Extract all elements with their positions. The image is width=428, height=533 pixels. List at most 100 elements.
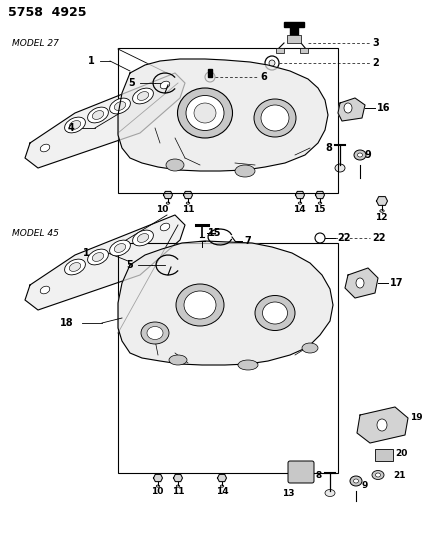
Bar: [284, 22, 304, 27]
Ellipse shape: [88, 249, 108, 265]
Bar: [375, 449, 393, 461]
Ellipse shape: [235, 165, 255, 177]
Text: 1: 1: [88, 56, 95, 66]
Text: 15: 15: [313, 205, 325, 214]
Ellipse shape: [178, 88, 232, 138]
Bar: [208, 69, 212, 77]
Ellipse shape: [254, 99, 296, 137]
Text: 11: 11: [172, 487, 184, 496]
Ellipse shape: [238, 360, 258, 370]
Ellipse shape: [110, 240, 131, 256]
Polygon shape: [154, 474, 163, 482]
Ellipse shape: [255, 295, 295, 330]
Ellipse shape: [40, 286, 50, 294]
Ellipse shape: [356, 278, 364, 288]
Text: 16: 16: [377, 103, 390, 113]
Text: 10: 10: [156, 205, 168, 214]
Ellipse shape: [357, 153, 363, 157]
Ellipse shape: [186, 202, 190, 204]
Text: 17: 17: [390, 278, 404, 288]
Ellipse shape: [262, 302, 288, 324]
Ellipse shape: [186, 95, 224, 131]
Ellipse shape: [156, 485, 160, 487]
Text: 8: 8: [316, 471, 322, 480]
Ellipse shape: [166, 159, 184, 171]
Text: 15: 15: [208, 228, 222, 238]
Text: 3: 3: [372, 38, 379, 48]
Ellipse shape: [141, 322, 169, 344]
Text: 7: 7: [244, 236, 251, 246]
Text: 5758  4925: 5758 4925: [8, 6, 86, 20]
Text: 10: 10: [151, 487, 163, 496]
Ellipse shape: [133, 88, 153, 104]
Text: 5: 5: [126, 260, 133, 270]
Ellipse shape: [92, 110, 104, 119]
Polygon shape: [163, 191, 172, 199]
Polygon shape: [295, 191, 304, 199]
Bar: [287, 35, 301, 43]
Ellipse shape: [318, 202, 322, 204]
Ellipse shape: [372, 471, 384, 480]
Polygon shape: [338, 98, 365, 121]
Polygon shape: [25, 215, 185, 310]
Text: 11: 11: [182, 205, 194, 214]
Ellipse shape: [65, 259, 86, 275]
Text: 14: 14: [216, 487, 228, 496]
Ellipse shape: [166, 202, 170, 204]
Ellipse shape: [69, 263, 81, 271]
Ellipse shape: [375, 473, 380, 477]
Ellipse shape: [184, 291, 216, 319]
Bar: [118, 48, 338, 193]
Ellipse shape: [344, 103, 352, 113]
Polygon shape: [118, 241, 333, 365]
Ellipse shape: [350, 476, 362, 486]
Text: 14: 14: [293, 205, 305, 214]
Ellipse shape: [69, 120, 81, 130]
Polygon shape: [118, 59, 328, 171]
Text: MODEL 27: MODEL 27: [12, 38, 59, 47]
Polygon shape: [345, 268, 378, 298]
Ellipse shape: [261, 105, 289, 131]
Bar: [290, 25, 298, 37]
Text: 22: 22: [372, 233, 386, 243]
Ellipse shape: [176, 284, 224, 326]
Ellipse shape: [302, 343, 318, 353]
Polygon shape: [315, 191, 324, 199]
Polygon shape: [377, 197, 387, 205]
Ellipse shape: [147, 327, 163, 340]
Ellipse shape: [137, 233, 149, 243]
Bar: [276, 48, 284, 53]
Ellipse shape: [114, 244, 126, 253]
Text: 4: 4: [68, 123, 75, 133]
Ellipse shape: [40, 144, 50, 152]
Text: 9: 9: [362, 481, 369, 489]
Ellipse shape: [377, 419, 387, 431]
Ellipse shape: [298, 202, 302, 204]
Polygon shape: [25, 73, 185, 168]
Ellipse shape: [354, 479, 359, 483]
Text: 9: 9: [365, 150, 372, 160]
Text: 13: 13: [282, 489, 294, 497]
Text: 20: 20: [395, 448, 407, 457]
Text: 12: 12: [375, 213, 387, 222]
Text: 8: 8: [325, 143, 332, 153]
Ellipse shape: [133, 230, 153, 246]
Ellipse shape: [160, 81, 170, 89]
Text: 22: 22: [337, 233, 351, 243]
Ellipse shape: [114, 102, 126, 110]
Polygon shape: [217, 474, 226, 482]
Ellipse shape: [65, 117, 86, 133]
Ellipse shape: [325, 489, 335, 497]
Text: 6: 6: [260, 72, 267, 82]
Ellipse shape: [220, 485, 224, 487]
Polygon shape: [357, 407, 408, 443]
Text: 18: 18: [60, 318, 74, 328]
Text: 5: 5: [128, 78, 135, 88]
Ellipse shape: [354, 150, 366, 160]
Ellipse shape: [88, 107, 108, 123]
Ellipse shape: [160, 223, 170, 231]
Ellipse shape: [110, 98, 131, 114]
FancyBboxPatch shape: [288, 461, 314, 483]
Circle shape: [269, 60, 275, 66]
Text: 21: 21: [393, 471, 405, 480]
